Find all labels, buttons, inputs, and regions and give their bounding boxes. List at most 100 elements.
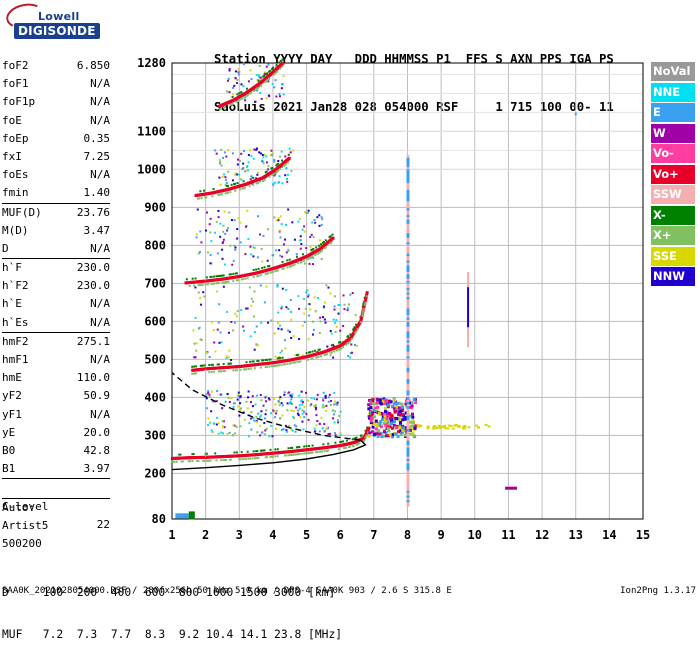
param-value: 23.76 bbox=[76, 205, 110, 219]
trace-point-x bbox=[287, 454, 290, 457]
echo-speckle bbox=[303, 312, 306, 315]
echo-speckle bbox=[270, 149, 273, 152]
trace-point-x bbox=[241, 278, 244, 281]
trace-point-x bbox=[216, 275, 219, 278]
trace-point-x bbox=[359, 321, 362, 324]
echo-speckle bbox=[200, 339, 203, 342]
trace-point-x bbox=[325, 449, 328, 452]
echo-speckle bbox=[219, 393, 222, 396]
trailing-echo bbox=[426, 425, 430, 428]
trace-point-x bbox=[295, 354, 298, 357]
trace-point-x bbox=[271, 455, 274, 458]
spread-f-point bbox=[374, 427, 378, 431]
trace-point-x bbox=[255, 268, 258, 271]
interference-8mhz bbox=[406, 255, 410, 259]
trace-point-x bbox=[325, 353, 328, 356]
trace-point-x bbox=[307, 257, 310, 260]
trace-point-x bbox=[202, 459, 205, 462]
interference-8mhz bbox=[406, 341, 410, 345]
legend-item-x: X- bbox=[651, 205, 695, 225]
echo-speckle bbox=[270, 425, 273, 428]
echo-speckle bbox=[314, 404, 317, 407]
echo-speckle bbox=[242, 63, 245, 66]
echo-speckle bbox=[258, 64, 261, 67]
trace-point-x bbox=[273, 365, 276, 368]
echo-speckle bbox=[277, 311, 280, 314]
echo-speckle bbox=[335, 319, 338, 322]
trace-point-x bbox=[234, 182, 237, 185]
interference-8mhz bbox=[406, 205, 410, 209]
interference-8mhz bbox=[406, 264, 410, 268]
trailing-echo bbox=[444, 427, 448, 430]
ionogram-plot: 1 2 3 4 5 6 7 8 9 10 11 12 13 14 158020030040050060070… bbox=[137, 56, 650, 542]
echo-speckle bbox=[215, 220, 218, 223]
spread-f-point bbox=[382, 418, 386, 422]
echo-speckle bbox=[336, 401, 339, 404]
param-value: 3.47 bbox=[83, 223, 111, 237]
interference-8mhz bbox=[406, 481, 410, 484]
echo-speckle bbox=[322, 398, 325, 401]
echo-speckle bbox=[331, 409, 334, 412]
trace-point-x bbox=[293, 453, 296, 456]
echo-speckle bbox=[239, 159, 242, 162]
echo-speckle bbox=[255, 421, 258, 424]
spread-f-point bbox=[386, 405, 390, 409]
echo-speckle bbox=[354, 314, 357, 317]
param-name: h`F2 bbox=[2, 279, 29, 293]
trace-point-x bbox=[298, 453, 301, 456]
trace-point-x bbox=[219, 193, 222, 196]
trace-point-x bbox=[213, 275, 216, 278]
interference-8mhz bbox=[406, 437, 410, 441]
echo-speckle bbox=[288, 330, 291, 333]
interference-8mhz bbox=[406, 442, 410, 446]
echo-speckle bbox=[282, 93, 285, 96]
trace-point-x bbox=[204, 283, 207, 286]
spread-f-point bbox=[401, 426, 405, 430]
echo-speckle bbox=[241, 168, 244, 171]
echo-speckle bbox=[219, 222, 222, 225]
echo-speckle bbox=[307, 337, 310, 340]
trace-point-x bbox=[202, 189, 205, 192]
echo-speckle bbox=[313, 405, 316, 408]
trace-point-x bbox=[352, 328, 355, 331]
trace-point-x bbox=[197, 459, 200, 462]
trace-point-x bbox=[191, 277, 194, 280]
param-value: N/A bbox=[90, 77, 110, 91]
spread-f-point bbox=[372, 423, 376, 427]
spread-f-point bbox=[375, 432, 379, 436]
trace-point-x bbox=[255, 182, 258, 185]
echo-speckle bbox=[206, 251, 209, 254]
trace-point-x bbox=[307, 451, 310, 454]
echo-speckle bbox=[347, 354, 350, 357]
trace-point-x bbox=[235, 272, 238, 275]
trace-point-x bbox=[247, 457, 250, 460]
trace-point-x bbox=[319, 355, 322, 358]
trace-point-x bbox=[364, 429, 367, 432]
echo-speckle bbox=[298, 338, 301, 341]
trace-point-x bbox=[259, 366, 262, 369]
trace-point-x bbox=[208, 459, 211, 462]
echo-speckle bbox=[281, 404, 284, 407]
echo-speckle bbox=[259, 284, 262, 287]
spread-f-point bbox=[369, 417, 373, 421]
echo-speckle bbox=[269, 153, 272, 156]
interference-8mhz bbox=[406, 417, 410, 421]
interference-8mhz bbox=[406, 184, 410, 188]
echo-speckle bbox=[271, 154, 274, 157]
param-group-virtual-heights: h`F 230.0 h`F2 230.0 h`E N/A h`Es N/A bbox=[2, 259, 110, 332]
interference-8mhz bbox=[406, 387, 410, 391]
trace-point-x bbox=[238, 92, 241, 95]
trailing-echo bbox=[438, 425, 442, 428]
interference-9p8mhz bbox=[467, 327, 470, 331]
param-name: foF1 bbox=[2, 77, 29, 91]
trace-point-x bbox=[274, 448, 277, 451]
trace-point-x bbox=[323, 450, 326, 453]
echo-speckle bbox=[321, 218, 324, 221]
echo-speckle bbox=[297, 409, 300, 412]
trace-point-x bbox=[281, 65, 284, 68]
echo-speckle bbox=[315, 398, 318, 401]
trace-point-x bbox=[225, 185, 228, 188]
trace-point-x bbox=[363, 439, 366, 442]
y-tick-label: 400 bbox=[144, 390, 166, 404]
echo-speckle bbox=[284, 238, 287, 241]
